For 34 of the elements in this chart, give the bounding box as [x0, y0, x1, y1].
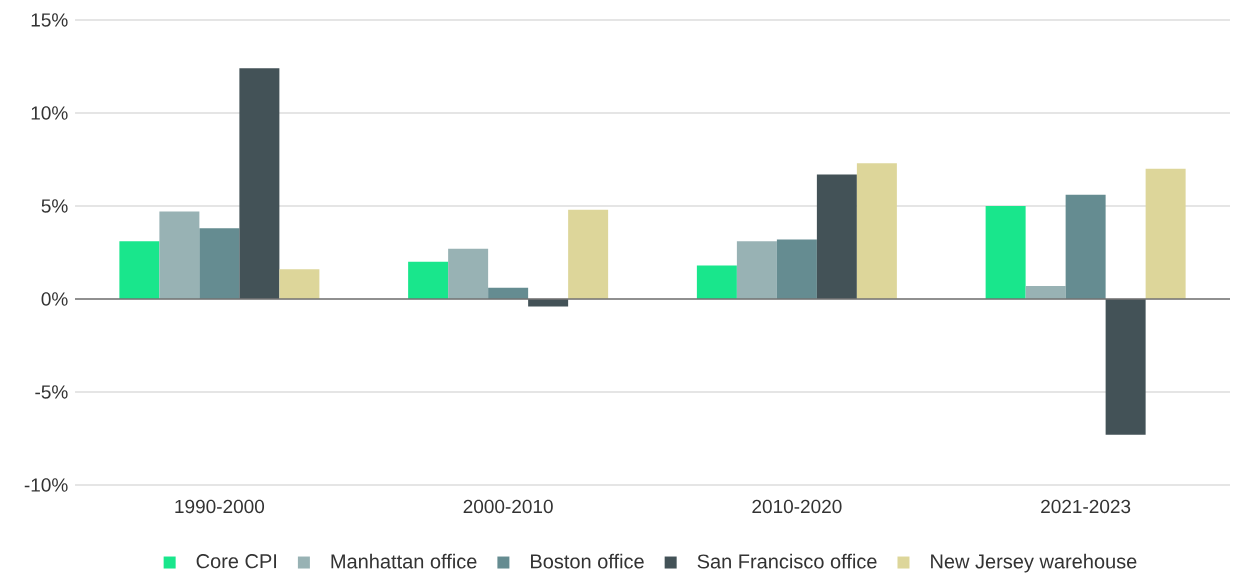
x-tick-label: 1990-2000 — [175, 499, 265, 514]
y-tick-label: -10% — [24, 478, 68, 492]
bar — [816, 174, 857, 299]
legend-label: Boston office — [531, 553, 644, 569]
bar — [199, 228, 240, 299]
legend-label: New Jersey warehouse — [931, 553, 1137, 573]
bar — [488, 287, 529, 299]
bar — [568, 209, 609, 299]
bar — [1025, 285, 1066, 299]
legend-label: San Francisco office — [697, 553, 877, 569]
bar — [1065, 194, 1106, 299]
bar — [776, 239, 817, 299]
y-tick-label: 5% — [41, 199, 68, 213]
bar — [1105, 299, 1146, 435]
legend-label: Manhattan office — [331, 553, 477, 569]
bar — [159, 211, 200, 299]
bar — [119, 241, 160, 299]
bar — [448, 248, 489, 299]
x-tick-label: 2021-2023 — [1041, 499, 1131, 514]
bar — [279, 269, 320, 299]
bar — [985, 206, 1026, 299]
legend-label: Core CPI — [196, 554, 276, 569]
y-tick-label: 10% — [31, 106, 68, 120]
x-tick-label: 2000-2010 — [463, 499, 553, 514]
bar — [239, 68, 280, 299]
bar — [1145, 168, 1186, 299]
bar — [736, 241, 777, 299]
y-tick-label: -5% — [35, 385, 68, 399]
bar — [856, 163, 897, 299]
x-tick-label: 2010-2020 — [752, 499, 842, 514]
bar — [696, 265, 737, 299]
y-tick-label: 0% — [41, 292, 68, 306]
y-tick-label: 15% — [31, 13, 68, 27]
bar — [408, 261, 449, 299]
